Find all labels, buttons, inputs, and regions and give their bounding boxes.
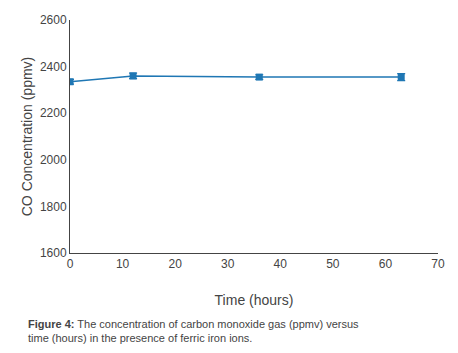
svg-text:1800: 1800 [40, 200, 67, 214]
svg-text:2200: 2200 [40, 106, 67, 120]
svg-text:50: 50 [326, 257, 340, 271]
svg-text:20: 20 [168, 257, 182, 271]
svg-text:30: 30 [221, 257, 235, 271]
svg-text:60: 60 [379, 257, 393, 271]
svg-text:Time (hours): Time (hours) [215, 292, 294, 308]
svg-text:0: 0 [67, 257, 74, 271]
svg-text:2400: 2400 [40, 60, 67, 74]
svg-text:10: 10 [116, 257, 130, 271]
svg-text:70: 70 [431, 257, 445, 271]
svg-text:Figure 4: The concentration of: Figure 4: The concentration of carbon mo… [28, 318, 359, 344]
svg-text:2000: 2000 [40, 153, 67, 167]
svg-text:2600: 2600 [40, 13, 67, 27]
svg-text:1600: 1600 [40, 246, 67, 260]
svg-text:40: 40 [274, 257, 288, 271]
svg-text:CO Concentration (ppmv): CO Concentration (ppmv) [19, 57, 35, 217]
